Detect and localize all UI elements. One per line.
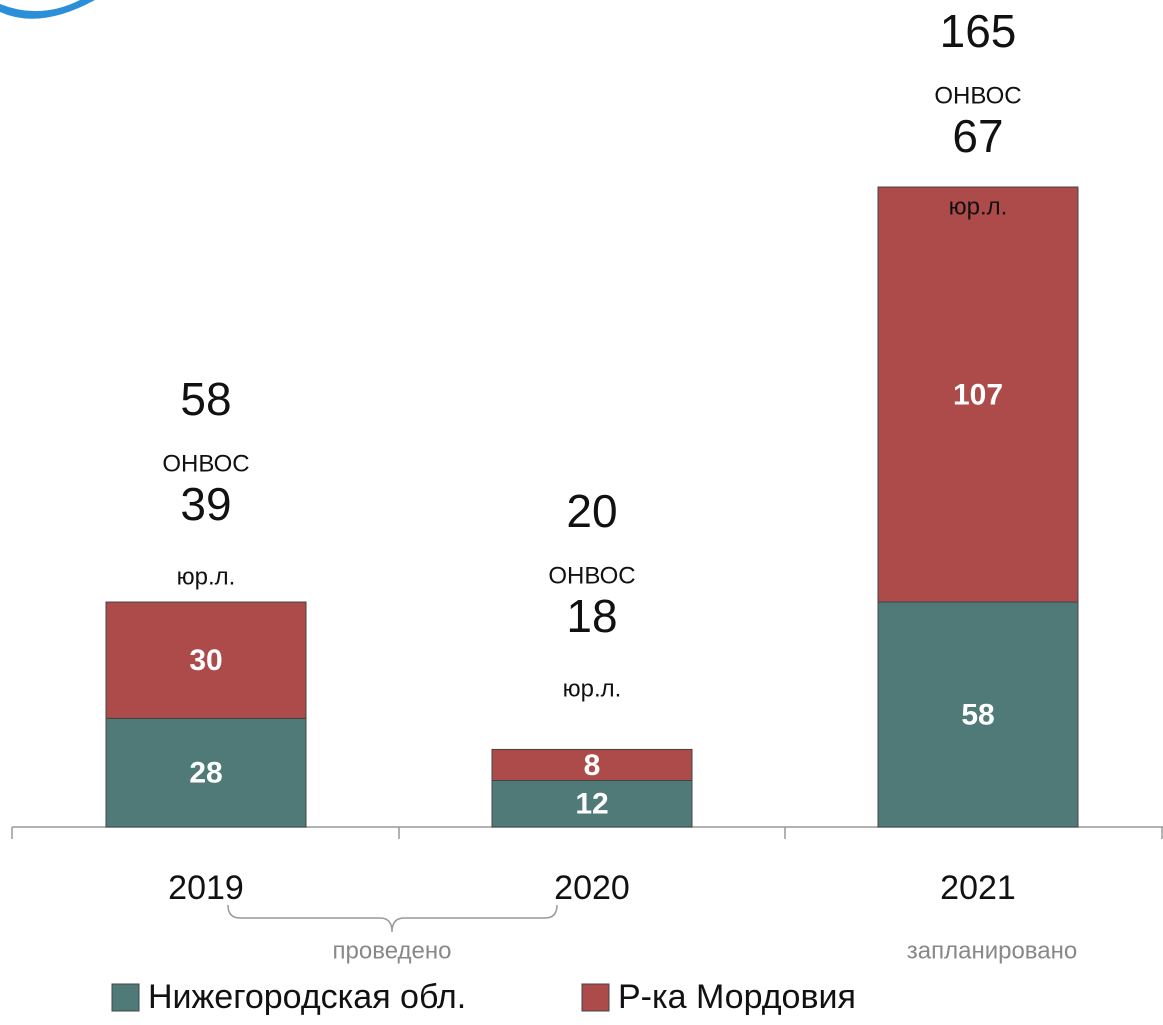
bar-segment	[877, 186, 1079, 603]
value-label: 30	[189, 644, 222, 677]
x-tick-label: 2019	[168, 869, 244, 907]
annotation-label: ОНВОС	[548, 562, 635, 589]
bar-segment	[491, 748, 693, 781]
bar-segment	[105, 601, 307, 719]
decoration	[0, 0, 95, 19]
value-label: 58	[961, 698, 994, 731]
annotation-value: 58	[180, 373, 231, 425]
annotation-label: юр.л.	[177, 563, 236, 590]
annotation-value: 67	[952, 110, 1003, 162]
legend-label: Р-ка Мордовия	[618, 978, 856, 1016]
value-label: 12	[575, 788, 608, 821]
group-label: проведено	[333, 937, 452, 964]
annotation-value: 20	[566, 485, 617, 537]
x-tick-label: 2021	[940, 869, 1016, 907]
group-label: запланировано	[907, 937, 1077, 964]
value-label: 8	[584, 749, 601, 782]
x-tick-label: 2020	[554, 869, 630, 907]
value-label: 107	[953, 378, 1003, 411]
annotation-value: 18	[566, 590, 617, 642]
annotation-value: 165	[940, 5, 1017, 57]
annotation-label: ОНВОС	[934, 82, 1021, 109]
annotation-label: юр.л.	[949, 193, 1008, 220]
annotation-label: юр.л.	[563, 675, 622, 702]
legend-swatch	[581, 983, 610, 1012]
legend-label: Нижегородская обл.	[148, 978, 466, 1016]
bar-segment	[877, 601, 1079, 828]
legend-swatch	[111, 983, 140, 1012]
brace	[227, 904, 558, 933]
value-label: 28	[189, 757, 222, 790]
annotation-label: ОНВОС	[162, 450, 249, 477]
bar-segment	[105, 717, 307, 828]
annotation-value: 39	[180, 478, 231, 530]
